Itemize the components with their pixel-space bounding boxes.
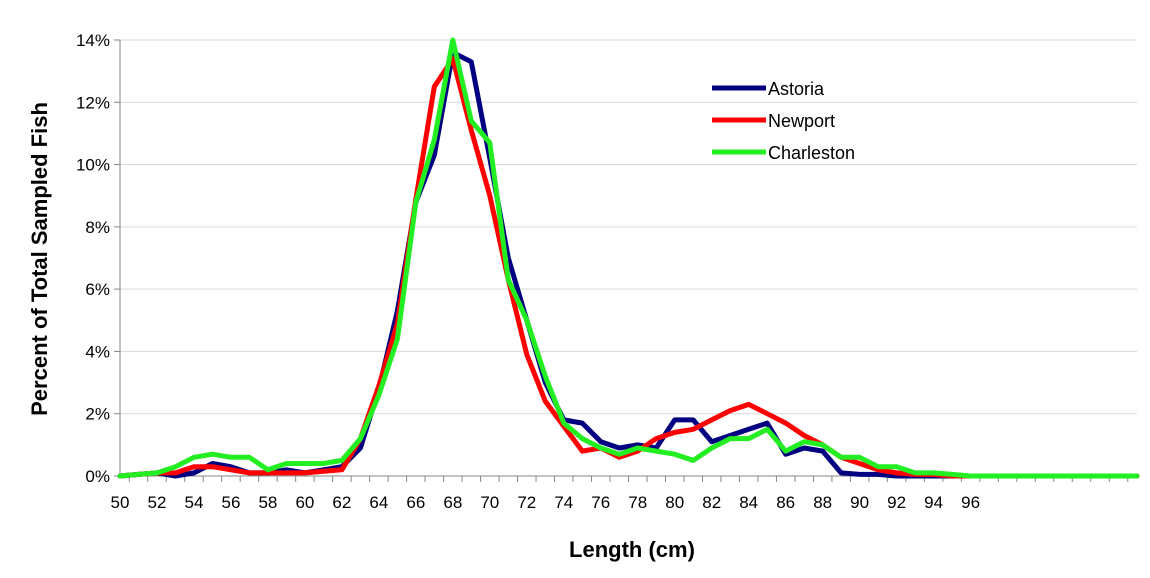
x-tick-label: 94: [924, 493, 943, 512]
y-tick-label: 8%: [85, 218, 110, 237]
x-tick-label: 52: [148, 493, 167, 512]
x-tick-label: 86: [776, 493, 795, 512]
y-tick-label: 6%: [85, 280, 110, 299]
x-tick-label: 72: [517, 493, 536, 512]
y-tick-label: 14%: [76, 31, 110, 50]
x-tick-label: 96: [961, 493, 980, 512]
y-tick-label: 12%: [76, 93, 110, 112]
series-line-charleston: [117, 37, 1140, 479]
legend-label-astoria: Astoria: [768, 79, 825, 99]
x-tick-label: 88: [813, 493, 832, 512]
x-tick-label: 74: [554, 493, 573, 512]
series-line-astoria: [117, 50, 1140, 479]
x-tick-label: 84: [739, 493, 758, 512]
legend-label-charleston: Charleston: [768, 143, 855, 163]
x-tick-label: 50: [111, 493, 130, 512]
x-tick-label: 54: [185, 493, 204, 512]
x-tick-labels: 50 52 54 56 58 60 62 64 66 68 70 72 74 76 78 80 82 84 86 88…: [111, 493, 981, 512]
x-tick-label: 80: [665, 493, 684, 512]
x-tick-label: 62: [332, 493, 351, 512]
x-tick-label: 78: [628, 493, 647, 512]
data-series: [117, 37, 1140, 479]
y-tick-label: 10%: [76, 156, 110, 175]
y-tick-labels: 0% 2% 4% 6% 8% 10% 12% 14%: [76, 31, 110, 486]
x-axis-title: Length (cm): [569, 537, 695, 562]
axes: [114, 39, 1137, 482]
gridlines: [120, 39, 1137, 415]
x-tick-label: 66: [406, 493, 425, 512]
x-tick-label: 56: [221, 493, 240, 512]
y-axis-title: Percent of Total Sampled Fish: [27, 102, 52, 416]
x-tick-label: 60: [295, 493, 314, 512]
y-tick-label: 2%: [85, 405, 110, 424]
x-tick-label: 92: [887, 493, 906, 512]
x-tick-label: 68: [443, 493, 462, 512]
y-tick-label: 4%: [85, 342, 110, 361]
x-tick-label: 70: [480, 493, 499, 512]
x-tick-label: 64: [369, 493, 388, 512]
y-tick-label: 0%: [85, 467, 110, 486]
legend-label-newport: Newport: [768, 111, 835, 131]
x-tick-label: 82: [702, 493, 721, 512]
x-tick-label: 58: [258, 493, 277, 512]
x-tick-label: 76: [591, 493, 610, 512]
x-tick-label: 90: [850, 493, 869, 512]
legend: Astoria Newport Charleston: [712, 79, 855, 163]
